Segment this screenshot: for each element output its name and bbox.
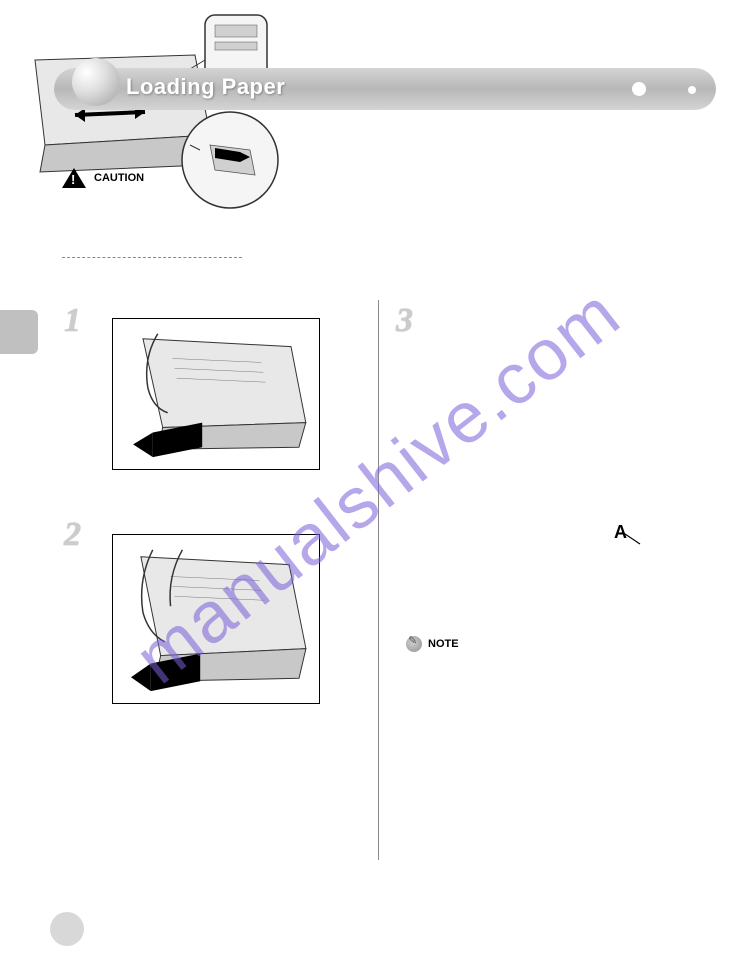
figure-step-1 [112, 318, 320, 470]
header-sphere-decoration [72, 58, 120, 106]
note-notice: NOTE [406, 636, 459, 652]
step-number-2: 2 [64, 516, 81, 554]
caution-notice: CAUTION [62, 168, 144, 188]
note-label: NOTE [428, 638, 459, 650]
callout-leader-line [620, 530, 650, 550]
figure-step-2 [112, 534, 320, 704]
page-title: Loading Paper [126, 74, 285, 100]
printer-tray-illustration-1 [113, 319, 319, 469]
step-number-1: 1 [64, 302, 81, 340]
note-pencil-icon [406, 636, 422, 652]
header-dot [632, 82, 646, 96]
caution-label: CAUTION [94, 172, 144, 184]
header-dot [688, 86, 696, 94]
page-side-tab [0, 310, 38, 354]
printer-tray-illustration-2 [113, 535, 319, 703]
subtitle-underline [62, 244, 242, 258]
column-divider [378, 300, 379, 860]
step-number-3: 3 [396, 302, 413, 340]
page-number-circle [50, 912, 84, 946]
warning-triangle-icon [62, 168, 86, 188]
